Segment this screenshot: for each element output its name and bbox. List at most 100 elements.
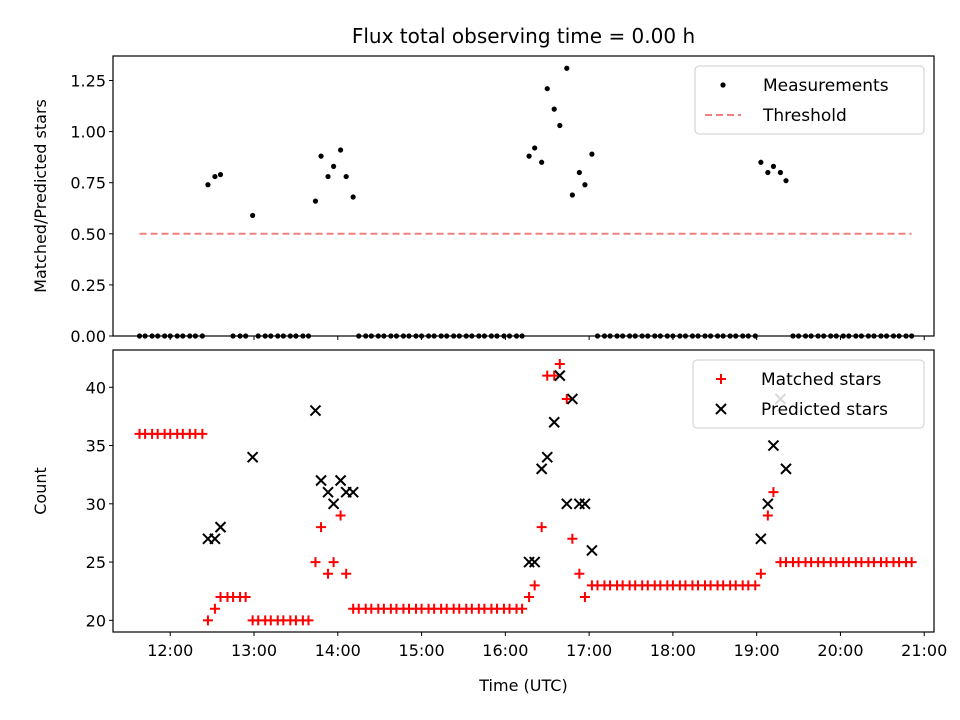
data-point: [750, 580, 761, 591]
data-point: [557, 122, 563, 129]
data-point: [217, 171, 224, 178]
data-point: [586, 544, 598, 557]
data-point: [347, 486, 359, 498]
series-predicted-stars: [202, 369, 792, 568]
data-point: [205, 182, 211, 188]
data-point: [337, 147, 344, 153]
axes-frame: [112, 349, 935, 633]
y-tick-label: 30: [86, 495, 106, 514]
data-point: [528, 556, 541, 568]
x-tick-label: 18:00: [650, 641, 696, 660]
data-point: [327, 498, 340, 510]
data-point: [303, 615, 314, 626]
y-tick-label: 1.25: [70, 72, 106, 91]
y-tick-label: 40: [86, 378, 106, 397]
data-point: [322, 486, 334, 498]
data-point: [780, 463, 792, 475]
data-point: [549, 370, 560, 381]
data-point: [551, 106, 557, 112]
data-point: [765, 169, 771, 176]
data-point: [783, 178, 789, 184]
data-point: [209, 603, 220, 614]
data-point: [331, 163, 337, 169]
y-tick-label: 0.25: [70, 276, 106, 295]
data-point: [341, 568, 352, 579]
legend-label: Threshold: [762, 106, 847, 126]
data-point: [758, 159, 764, 165]
data-point: [541, 451, 553, 463]
data-point: [214, 521, 227, 533]
data-point: [767, 439, 780, 452]
data-point: [567, 533, 578, 544]
data-point: [524, 592, 535, 603]
data-point: [240, 592, 251, 603]
data-point: [768, 487, 779, 498]
data-point: [762, 498, 774, 510]
legend-swatch: [720, 82, 726, 88]
data-point: [755, 568, 766, 579]
x-tick-label: 12:00: [147, 641, 193, 660]
data-point: [554, 358, 565, 369]
legend: Measurements Threshold: [694, 65, 925, 135]
x-tick-label: 14:00: [315, 641, 361, 660]
data-point: [350, 194, 356, 200]
legend-swatch: [716, 374, 726, 384]
data-point: [209, 533, 221, 545]
data-point: [548, 416, 560, 428]
legend-label: Matched stars: [761, 370, 881, 390]
data-point: [312, 198, 319, 204]
data-point: [561, 393, 572, 404]
data-point: [334, 474, 347, 487]
data-point: [318, 153, 324, 159]
data-point: [325, 173, 331, 180]
data-point: [569, 192, 575, 198]
count-panel: 20 25 30 35 40 12:00 13:00 14:00 15:00 16:00 17:00…: [31, 349, 947, 695]
data-point: [564, 65, 570, 71]
y-tick-label: 20: [86, 611, 106, 630]
data-point: [576, 169, 582, 176]
data-point: [579, 592, 590, 603]
ratio-panel: 0.00 0.25 0.50 0.75 1.00 1.25 Flux total obser…: [31, 24, 935, 346]
data-point: [561, 498, 573, 510]
data-point: [582, 182, 588, 188]
data-point: [573, 498, 586, 510]
y-tick-label: 0.00: [70, 327, 106, 346]
data-point: [517, 603, 528, 614]
y-tick-label: 0.50: [70, 225, 106, 244]
y-tick-label: 35: [86, 437, 106, 456]
y-axis-label: Count: [31, 467, 50, 515]
legend-box: [692, 359, 925, 429]
y-tick-label: 1.00: [70, 123, 106, 142]
data-point: [328, 557, 339, 568]
data-point: [755, 533, 767, 545]
data-point: [523, 556, 535, 568]
data-point: [544, 86, 550, 92]
data-point: [906, 557, 917, 568]
y-axis-label: Matched/Predicted stars: [31, 99, 50, 293]
legend-label: Measurements: [763, 76, 889, 96]
data-point: [343, 173, 349, 180]
data-point: [323, 568, 334, 579]
data-point: [532, 145, 538, 151]
data-point: [309, 404, 322, 417]
legend-swatch: [715, 403, 727, 415]
data-point: [316, 522, 327, 533]
data-point: [250, 212, 256, 219]
data-point: [536, 522, 547, 533]
x-tick-label: 16:00: [482, 641, 528, 660]
x-tick-label: 21:00: [901, 641, 947, 660]
x-tick-label: 20:00: [817, 641, 863, 660]
data-point: [315, 474, 327, 487]
data-point: [529, 580, 540, 591]
data-point: [212, 173, 218, 180]
legend-box: [694, 65, 925, 135]
data-point: [566, 393, 579, 405]
data-point: [335, 510, 346, 521]
data-point: [777, 169, 784, 176]
legend-label: Predicted stars: [761, 400, 888, 420]
data-point: [762, 510, 773, 521]
data-point: [197, 428, 208, 439]
data-point: [554, 369, 566, 382]
data-point: [202, 615, 213, 626]
